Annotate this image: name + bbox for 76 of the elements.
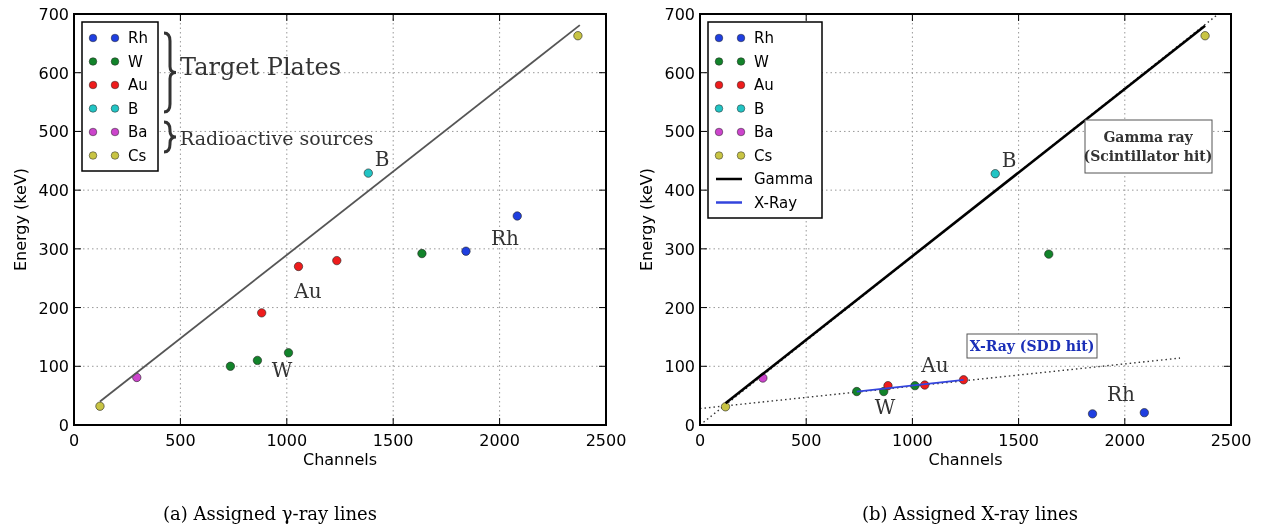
annotation: Target Plates [180, 53, 342, 81]
point [252, 355, 262, 365]
y-tick-label: 200 [664, 298, 695, 318]
point [95, 401, 105, 411]
y-tick-label: 0 [58, 416, 69, 435]
point [461, 246, 471, 256]
annotation: B [374, 147, 390, 171]
annotation: W [874, 395, 896, 419]
y-tick-label: 300 [38, 239, 69, 259]
annotation: Rh [1107, 382, 1136, 406]
point [294, 261, 303, 271]
y-tick-label: 700 [38, 5, 69, 24]
y-tick-label: 200 [38, 298, 69, 318]
y-tick-label: 500 [664, 122, 695, 142]
x-tick-label: 2500 [585, 431, 627, 450]
x-axis-title: Channels [928, 450, 1003, 469]
y-tick-label: 100 [664, 357, 695, 377]
point [720, 402, 730, 412]
y-tick-label: 500 [38, 122, 69, 142]
y-axis-title: Energy (keV) [11, 167, 30, 272]
x-tick-label: 2500 [1210, 431, 1252, 450]
point [225, 361, 235, 371]
y-tick-label: 600 [664, 63, 695, 83]
y-tick-label: 100 [38, 357, 69, 377]
y-tick-label: 600 [38, 63, 69, 83]
point [1200, 31, 1210, 41]
x-tick-label: 1000 [892, 431, 933, 450]
point [1139, 408, 1149, 418]
annotation: Rh [491, 226, 520, 250]
x-tick-label: 2000 [1104, 431, 1146, 450]
point [417, 249, 427, 259]
y-tick-label: 700 [664, 5, 695, 24]
annotation: Au [920, 353, 949, 377]
annotation: Gamma ray (Scintillator hit) [1083, 129, 1213, 164]
legend-label: X-Ray [754, 193, 798, 212]
y-tick-label: 400 [38, 181, 69, 201]
legend-label: Ba [754, 123, 774, 141]
legend-label: B [128, 99, 139, 118]
legend-label: Rh [128, 29, 148, 47]
legend-label: Au [754, 76, 774, 94]
x-axis-title: Channels [302, 450, 378, 469]
point [1088, 409, 1098, 419]
annotation: W [271, 358, 293, 382]
legend-label: B [754, 99, 765, 118]
text: (b) Assigned X-ray lines [861, 503, 1079, 524]
y-tick-label: 400 [664, 181, 695, 201]
legend-label: Gamma [754, 170, 814, 188]
point [257, 308, 267, 318]
annotation: Radioactive sources [180, 127, 374, 149]
annotation: X-Ray (SDD hit) [969, 338, 1095, 354]
x-tick-label: 1000 [266, 431, 308, 450]
x-tick-label: 500 [165, 431, 196, 450]
point [1044, 249, 1054, 259]
x-tick-label: 1500 [372, 431, 414, 450]
point [990, 169, 1000, 179]
point [512, 211, 522, 221]
legend-label: W [754, 52, 769, 71]
point [573, 31, 583, 41]
x-tick-label: 500 [790, 431, 822, 450]
legend-label: Cs [754, 146, 773, 165]
annotation: B [1001, 148, 1017, 172]
annotation: Au [293, 279, 322, 303]
y-axis-title: Energy (keV) [637, 167, 656, 272]
legend-label: Au [128, 76, 148, 94]
x-tick-label: 2000 [479, 431, 520, 450]
point [284, 348, 293, 358]
legend-label: Cs [128, 146, 147, 165]
legend-label: W [128, 52, 143, 71]
y-tick-label: 0 [684, 416, 695, 435]
point [332, 256, 342, 266]
text: (a) Assigned γ-ray lines [163, 503, 377, 524]
y-tick-label: 300 [664, 239, 695, 259]
legend-label: Rh [754, 29, 774, 47]
point [363, 168, 373, 178]
legend-label: Ba [128, 123, 148, 141]
x-tick-label: 1500 [998, 431, 1039, 450]
